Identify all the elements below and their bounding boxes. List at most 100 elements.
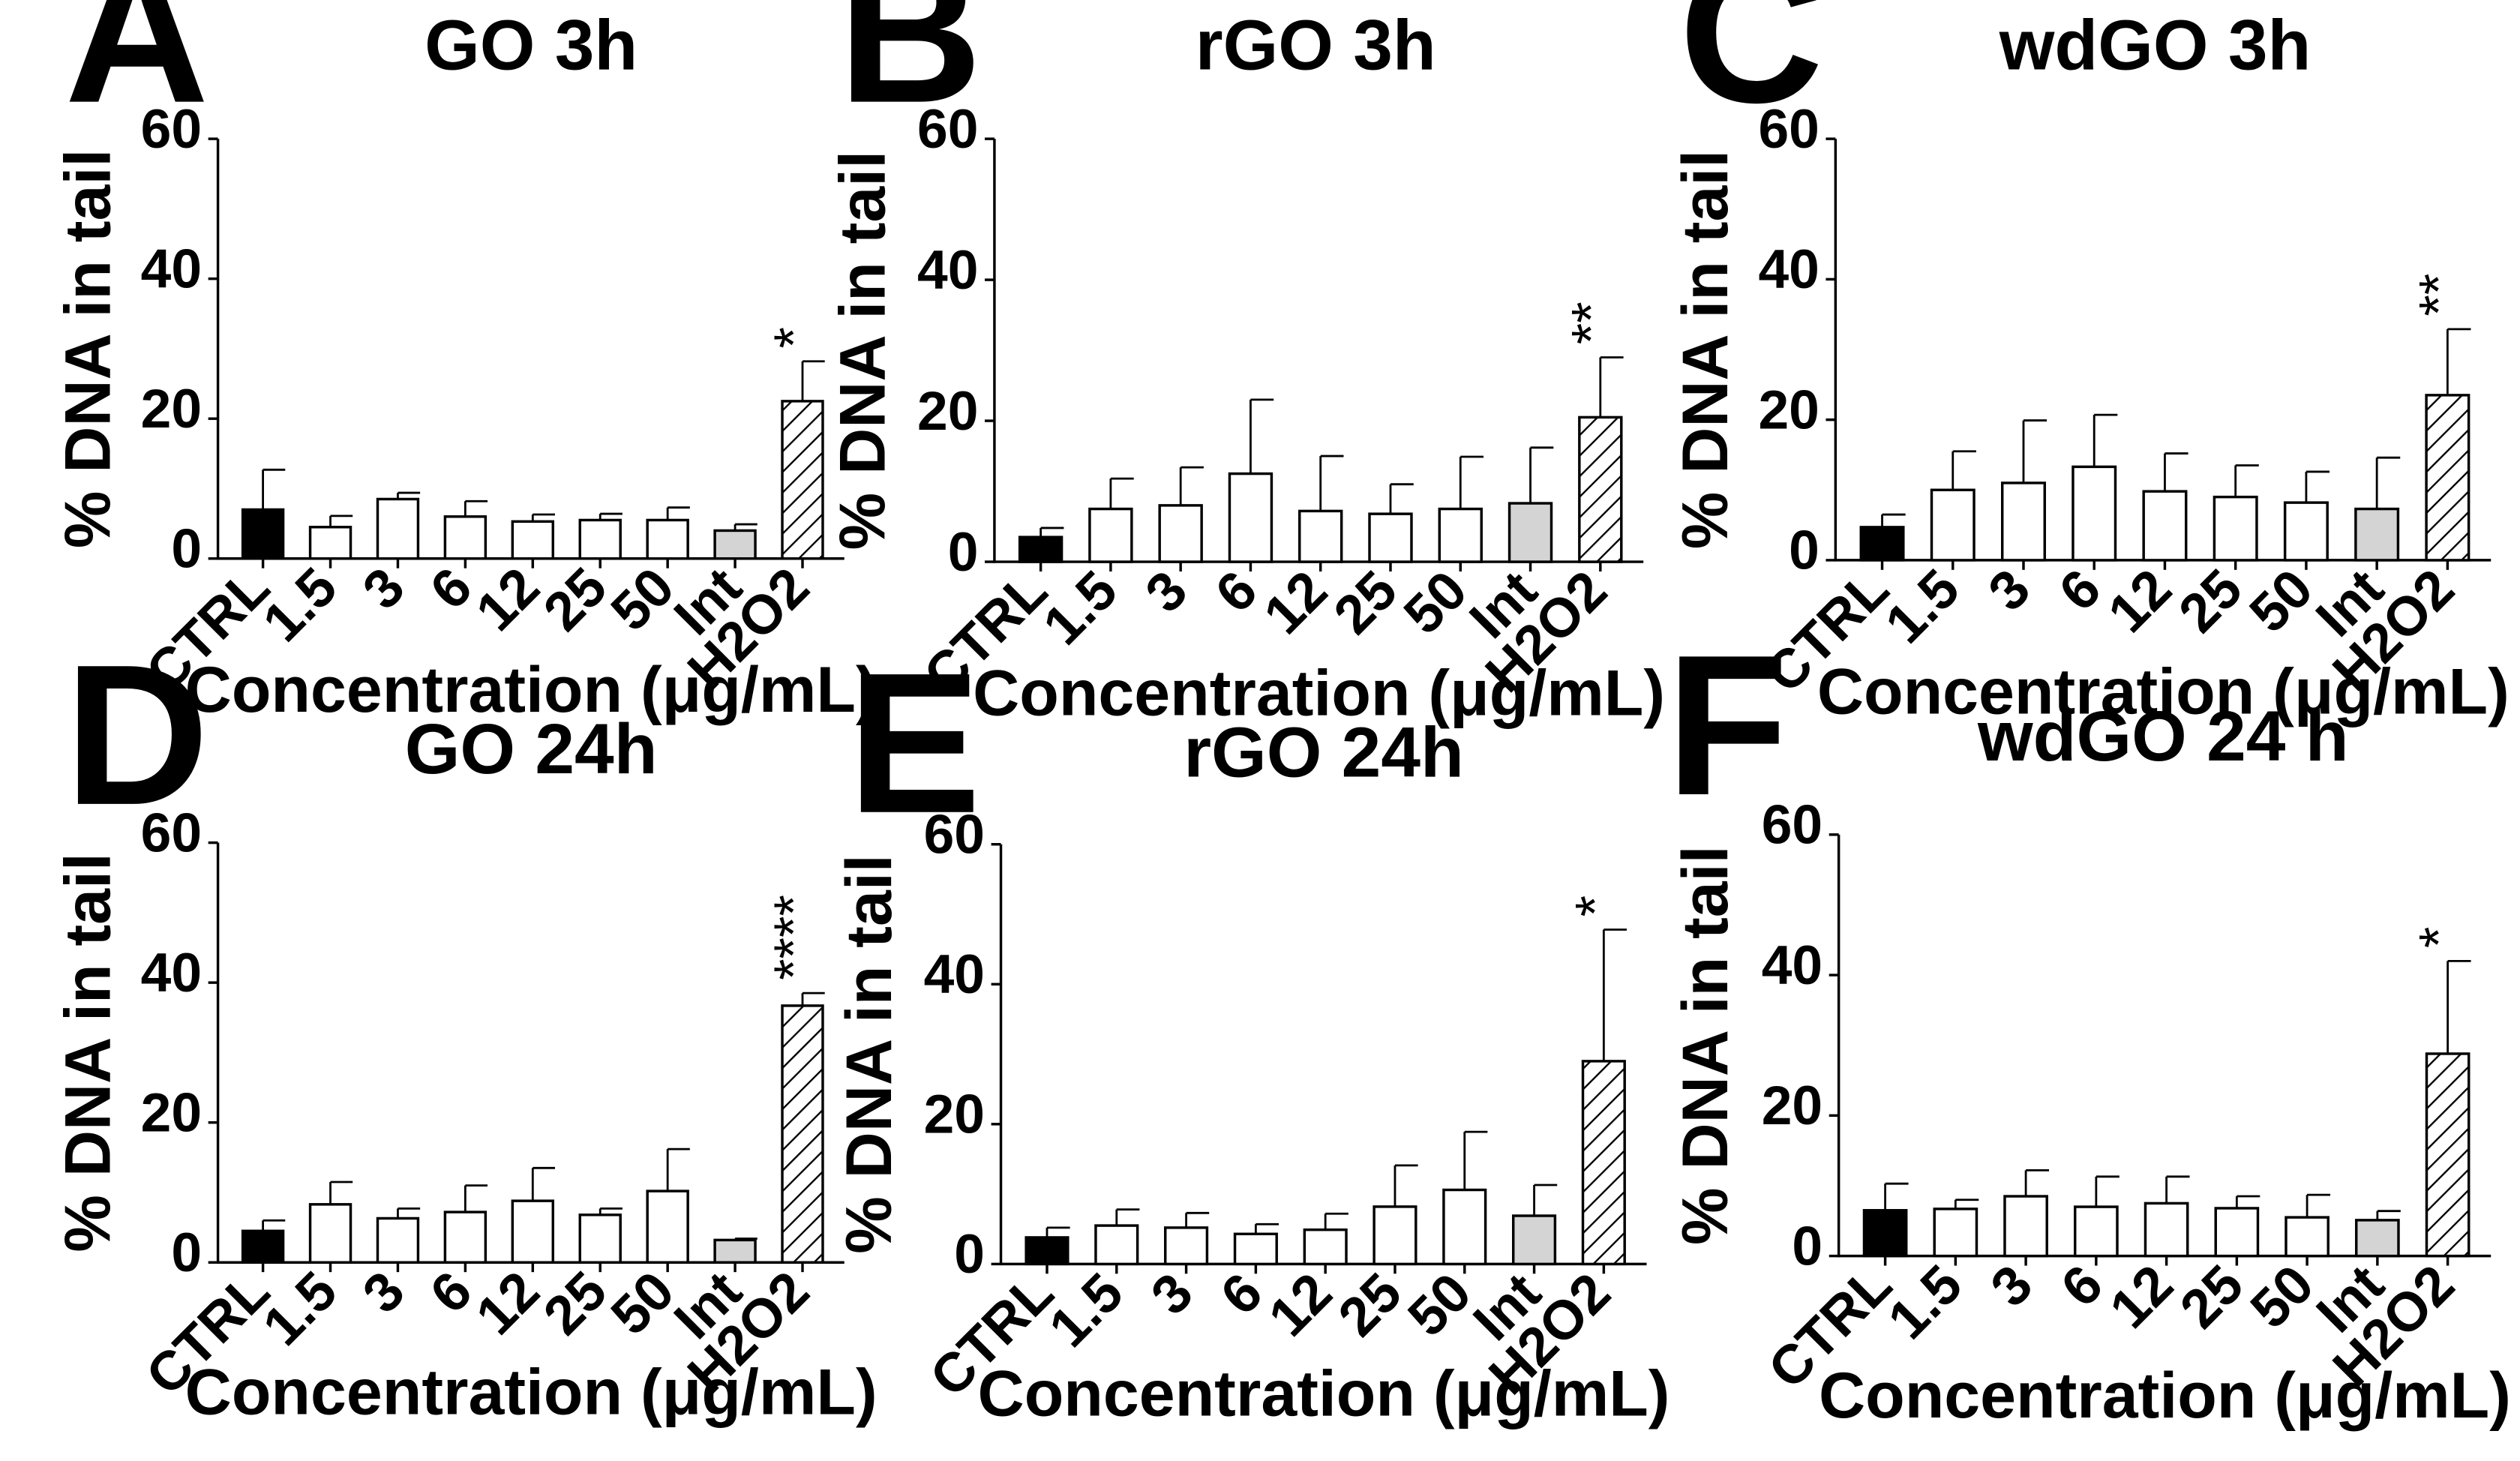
- y-tick-label: 0: [1792, 1215, 1822, 1276]
- x-tick-label: 3: [1979, 1253, 2044, 1318]
- y-tick-label: 60: [141, 802, 202, 863]
- bar-1-5: [1930, 488, 1976, 562]
- bar-ctrl: [1862, 1209, 1908, 1258]
- y-tick-label: 60: [1758, 98, 1819, 160]
- x-tick-label: 1.5: [1037, 1262, 1135, 1359]
- bar-int: [713, 529, 757, 560]
- significance-marker: *: [2408, 927, 2470, 948]
- y-tick-label: 20: [924, 1084, 985, 1145]
- y-axis-title: % DNA in tail: [833, 854, 905, 1253]
- y-tick-label: 0: [954, 1223, 985, 1285]
- bar-h2o2: [2425, 394, 2470, 562]
- bar-1-5: [308, 526, 352, 560]
- bar-1-5: [1094, 1224, 1139, 1266]
- x-tick-label: 1.5: [251, 556, 349, 653]
- y-tick-label: 40: [917, 239, 978, 301]
- x-tick-label: 6: [1209, 1262, 1274, 1327]
- bar-ctrl: [1024, 1236, 1070, 1266]
- bar-50: [646, 1190, 689, 1264]
- bar-25: [2212, 495, 2258, 562]
- y-tick-label: 0: [171, 1222, 202, 1283]
- y-tick-label: 60: [917, 98, 978, 160]
- bar-int: [1508, 502, 1553, 563]
- bar-6: [2072, 465, 2117, 562]
- y-tick-label: 20: [1758, 379, 1819, 440]
- bar-25: [1368, 512, 1413, 563]
- bar-12: [2144, 1202, 2189, 1258]
- x-axis-title: Concentration (μg/mL): [978, 1358, 1670, 1430]
- bar-3: [2001, 482, 2046, 562]
- y-tick-label: 20: [1762, 1075, 1822, 1136]
- bar-int: [2354, 507, 2400, 562]
- bar-25: [578, 518, 622, 560]
- bar-6: [443, 515, 488, 560]
- panel-title: wdGO 3h: [1999, 6, 2312, 86]
- bar-12: [1298, 509, 1343, 563]
- bar-h2o2: [781, 400, 824, 560]
- bar-50: [2283, 501, 2329, 562]
- x-tick-label: 1.5: [1874, 557, 1971, 655]
- y-tick-label: 20: [141, 1082, 202, 1144]
- bar-1-5: [1933, 1208, 1978, 1258]
- panel-title: rGO 3h: [1196, 6, 1436, 86]
- panel-a: A GO 3h 0 20 40 60 % DNA in tail Concentration …: [52, 0, 877, 726]
- bar-ctrl: [1018, 536, 1064, 563]
- x-axis-title: Concentration (μg/mL): [973, 658, 1665, 730]
- significance-marker: **: [1561, 302, 1622, 344]
- x-tick-label: 3: [351, 1260, 416, 1325]
- y-tick-label: 20: [141, 378, 202, 440]
- y-tick-label: 40: [141, 238, 202, 299]
- significance-marker: *: [763, 327, 824, 348]
- y-tick-label: 0: [171, 518, 202, 580]
- panel-d: D GO 24h 0 20 40 60 % DNA in tail Concentration…: [52, 622, 877, 1429]
- bar-3: [2003, 1195, 2048, 1258]
- x-tick-label: 6: [2049, 1253, 2114, 1318]
- bar-12: [511, 520, 555, 560]
- x-tick-label: 3: [1976, 557, 2042, 622]
- y-axis-title: % DNA in tail: [1670, 845, 1742, 1244]
- bar-int: [1511, 1214, 1557, 1266]
- bar-int: [713, 1238, 757, 1264]
- x-axis-title: Concentration (μg/mL): [1819, 1360, 2511, 1432]
- bar-6: [443, 1210, 488, 1264]
- bar-3: [376, 497, 420, 560]
- y-tick-label: 0: [1789, 520, 1820, 581]
- x-tick-label: 3: [351, 556, 416, 621]
- bar-3: [1158, 504, 1203, 563]
- y-axis-title: % DNA in tail: [1670, 150, 1742, 549]
- x-tick-label: 3: [1139, 1262, 1204, 1327]
- x-tick-label: 1.5: [251, 1260, 349, 1358]
- bar-h2o2: [1581, 1060, 1626, 1266]
- significance-marker: *: [1564, 896, 1625, 916]
- x-tick-label: 1.5: [1031, 559, 1129, 656]
- bar-25: [2214, 1207, 2260, 1258]
- bar-25: [1372, 1205, 1418, 1266]
- panel-title: GO 24h: [405, 710, 658, 789]
- panel-letter: A: [64, 0, 209, 145]
- bar-int: [2355, 1219, 2400, 1258]
- panel-title: wdGO 24 h: [1977, 697, 2349, 776]
- y-axis-title: % DNA in tail: [52, 853, 124, 1252]
- bar-12: [1303, 1228, 1348, 1266]
- y-tick-label: 0: [948, 521, 979, 583]
- y-tick-label: 60: [1762, 794, 1822, 856]
- bar-6: [1233, 1232, 1278, 1266]
- bar-1-5: [308, 1203, 352, 1264]
- bar-50: [1442, 1188, 1487, 1266]
- bar-50: [1438, 507, 1483, 563]
- panel-letter: D: [64, 622, 209, 847]
- bar-1-5: [1088, 507, 1133, 563]
- bar-3: [1164, 1226, 1209, 1266]
- bar-h2o2: [2425, 1052, 2470, 1258]
- bar-50: [646, 518, 689, 560]
- bar-12: [2142, 490, 2188, 562]
- panel-title: rGO 24h: [1184, 712, 1464, 792]
- x-tick-label: 3: [1134, 559, 1199, 624]
- significance-marker: **: [2408, 274, 2469, 316]
- panel-letter: E: [848, 631, 981, 855]
- bar-h2o2: [1578, 416, 1623, 563]
- x-axis-title: Concentration (μg/mL): [185, 1357, 878, 1429]
- bar-ctrl: [241, 1229, 285, 1264]
